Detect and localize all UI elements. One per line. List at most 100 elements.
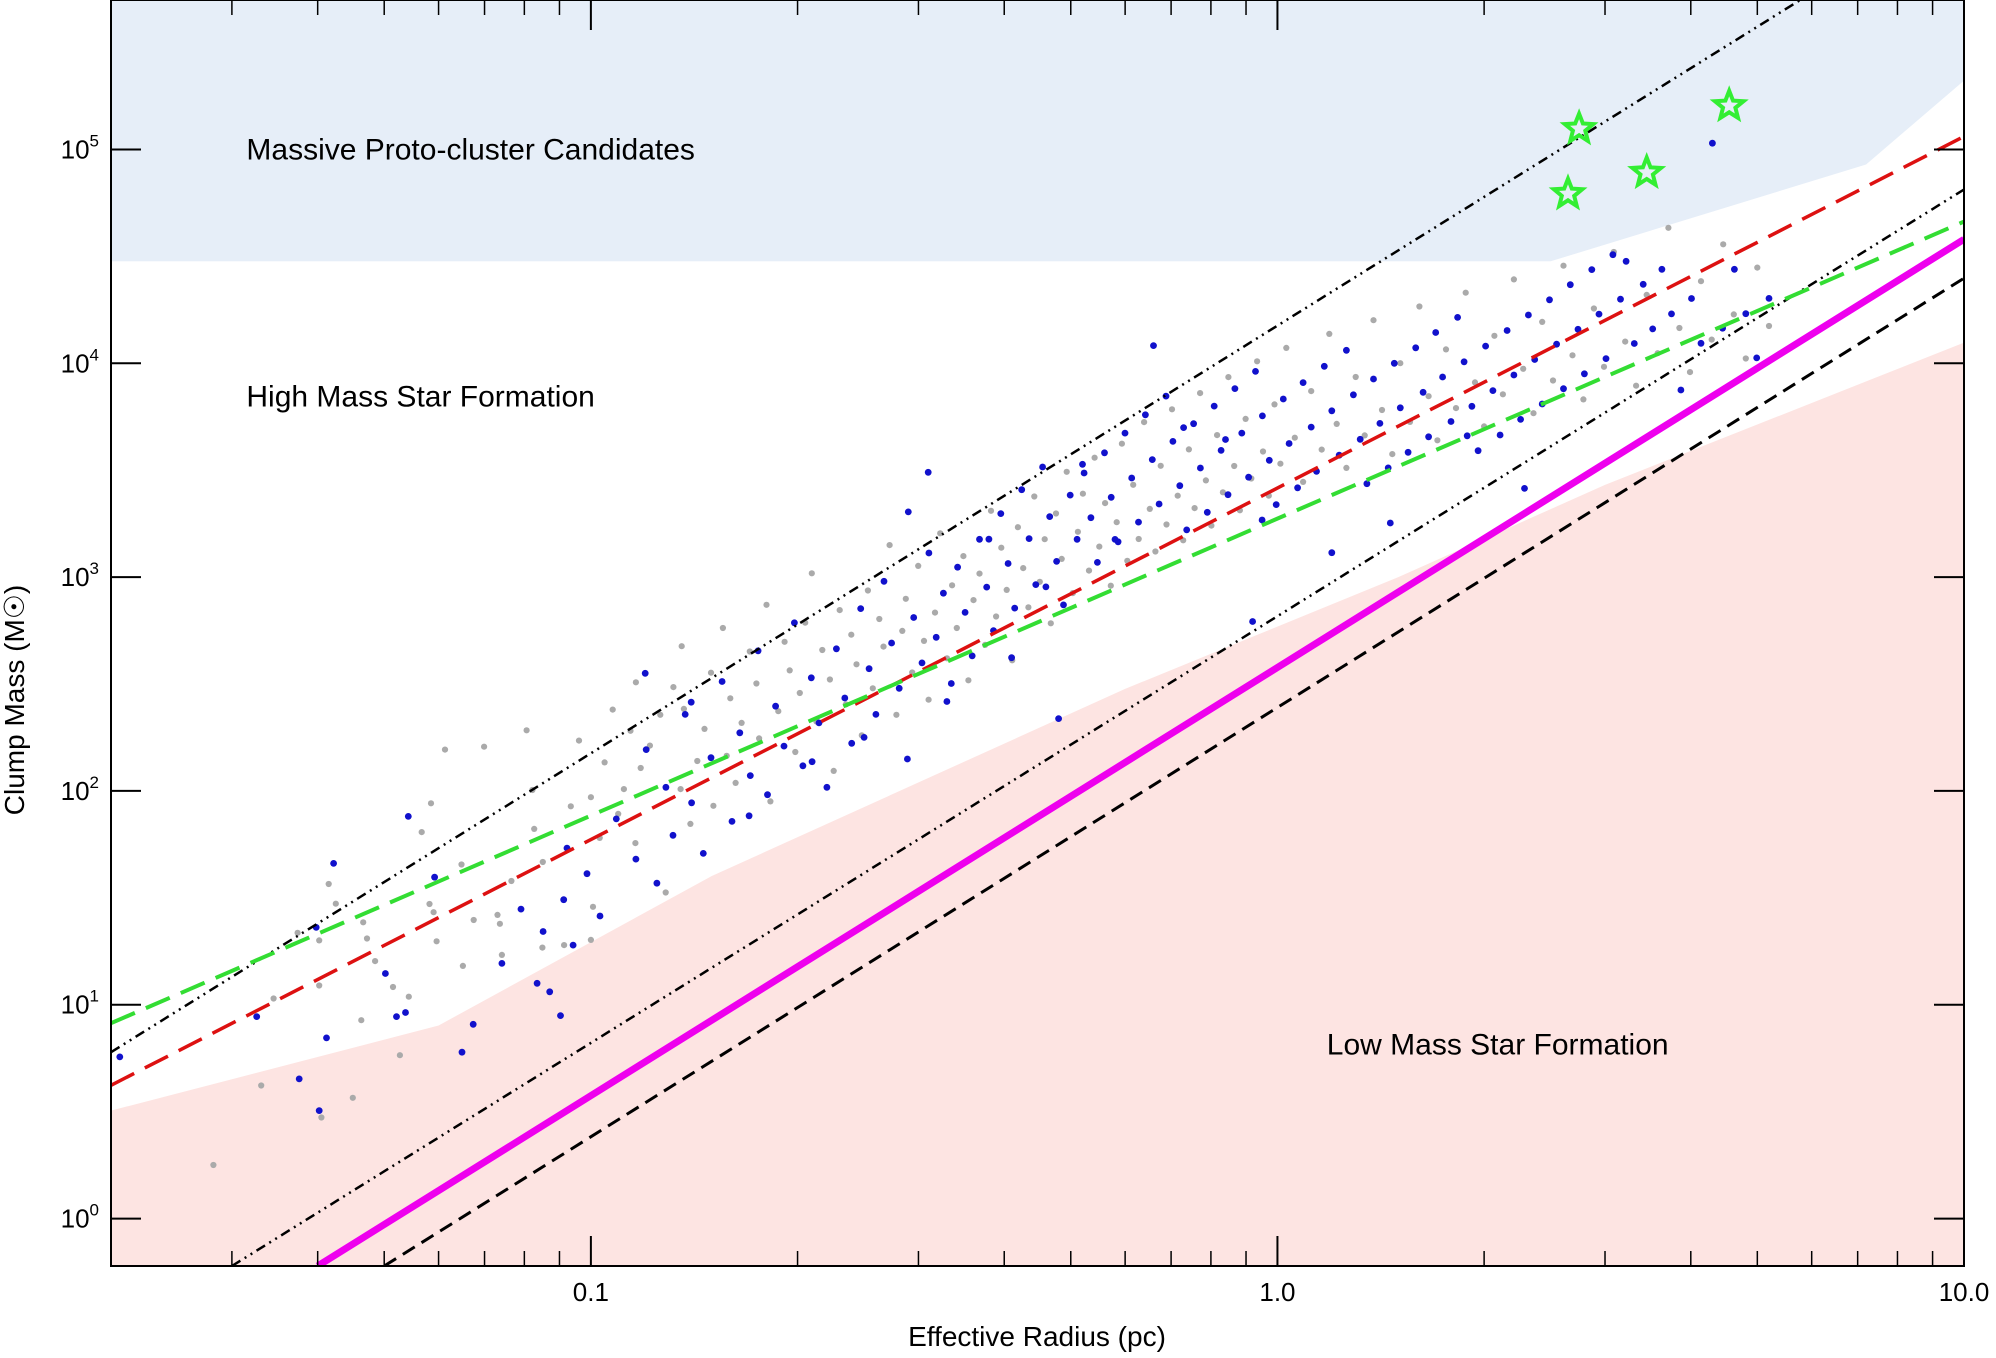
blue-data-point bbox=[1574, 325, 1582, 333]
reference-lines bbox=[111, 0, 1964, 1266]
blue-data-point bbox=[1510, 371, 1518, 379]
gray-data-point bbox=[358, 1017, 365, 1024]
blue-data-point bbox=[1307, 423, 1315, 431]
gray-data-point bbox=[886, 542, 893, 549]
gray-data-point bbox=[732, 779, 739, 787]
blue-data-point bbox=[1294, 484, 1301, 492]
blue-data-point bbox=[865, 665, 873, 673]
blue-data-point bbox=[1231, 385, 1239, 392]
blue-data-point bbox=[1285, 440, 1293, 447]
gray-data-point bbox=[1113, 519, 1120, 526]
axis-ticks: 0.1 1.0 10.0 100 101 102 103 104 105 bbox=[61, 0, 1990, 1307]
gray-data-point bbox=[539, 858, 546, 866]
gray-data-point bbox=[848, 631, 855, 638]
blue-data-point bbox=[895, 684, 903, 692]
blue-data-point bbox=[1560, 385, 1567, 393]
blue-data-point bbox=[1259, 412, 1266, 420]
gray-data-point bbox=[819, 646, 826, 654]
blue-data-point bbox=[458, 1048, 466, 1056]
x-tick-label: 10.0 bbox=[1939, 1277, 1990, 1307]
gray-data-point bbox=[508, 877, 515, 885]
magenta-threshold-line bbox=[315, 236, 1964, 1266]
gray-data-point bbox=[987, 507, 995, 514]
gray-data-point bbox=[1146, 505, 1153, 512]
gray-data-point bbox=[1499, 391, 1506, 398]
blue-data-point bbox=[1350, 391, 1357, 399]
gray-data-point bbox=[826, 676, 834, 683]
gray-data-point bbox=[1174, 492, 1181, 499]
gray-data-point bbox=[953, 624, 960, 632]
gray-data-point bbox=[539, 944, 546, 951]
y-tick-label: 103 bbox=[61, 559, 99, 592]
gray-data-point bbox=[960, 553, 967, 560]
blue-data-point bbox=[1588, 266, 1596, 273]
gray-data-point bbox=[920, 637, 928, 645]
gray-data-point bbox=[372, 958, 379, 965]
blue-data-point bbox=[431, 873, 438, 881]
gray-data-point bbox=[1580, 396, 1587, 403]
star-marker bbox=[1548, 173, 1588, 211]
blue-data-point bbox=[1630, 340, 1638, 347]
blue-data-point bbox=[1073, 535, 1081, 543]
gray-data-point bbox=[1003, 586, 1010, 594]
blue-data-point bbox=[687, 698, 695, 706]
blue-data-point bbox=[253, 1013, 261, 1020]
blue-data-point bbox=[1390, 359, 1398, 367]
blue-data-point bbox=[546, 988, 554, 996]
blue-data-point bbox=[1765, 295, 1773, 302]
gray-data-point bbox=[880, 643, 887, 650]
gray-data-point bbox=[609, 706, 616, 713]
blue-data-point bbox=[1668, 310, 1675, 318]
gray-data-point bbox=[1291, 434, 1298, 441]
massive-protocluster-region bbox=[111, 0, 1964, 262]
blue-data-point bbox=[1107, 493, 1115, 501]
gray-data-point bbox=[637, 764, 644, 772]
gray-data-point bbox=[433, 938, 440, 945]
gray-data-point bbox=[1633, 382, 1640, 389]
blue-data-point bbox=[1474, 447, 1482, 455]
blue-data-point bbox=[1328, 549, 1336, 557]
gray-data-point bbox=[1600, 363, 1608, 370]
blue-data-point bbox=[1376, 420, 1384, 427]
gray-data-point bbox=[620, 786, 628, 793]
gray-data-point bbox=[727, 695, 734, 702]
gray-data-point bbox=[1326, 330, 1333, 337]
blue-data-point bbox=[860, 734, 868, 741]
green-dashed-fit-line bbox=[111, 219, 1964, 1026]
gray-data-point bbox=[1425, 393, 1432, 400]
gray-data-point bbox=[786, 667, 793, 674]
blue-data-point bbox=[1094, 559, 1101, 566]
gray-data-point bbox=[970, 597, 977, 604]
blue-data-point bbox=[1258, 516, 1266, 524]
gray-data-point bbox=[836, 607, 843, 614]
blue-data-point bbox=[780, 742, 788, 750]
gray-data-point bbox=[1152, 548, 1159, 555]
blue-data-point bbox=[1463, 432, 1471, 440]
gray-data-point bbox=[893, 711, 900, 718]
blue-data-point bbox=[469, 1020, 477, 1028]
blue-data-point bbox=[1046, 513, 1054, 520]
gray-data-point bbox=[316, 937, 323, 944]
blue-data-point bbox=[517, 905, 525, 913]
blue-data-point bbox=[1454, 314, 1461, 321]
blue-data-point bbox=[1180, 424, 1187, 431]
blue-data-point bbox=[997, 510, 1005, 517]
blue-data-point bbox=[976, 535, 983, 543]
star-marker bbox=[1709, 85, 1749, 123]
gray-data-point bbox=[1622, 338, 1629, 345]
blue-data-point bbox=[1356, 435, 1364, 443]
blue-data-point bbox=[764, 791, 771, 799]
gray-data-point bbox=[1300, 478, 1307, 485]
gray-data-point bbox=[1510, 276, 1517, 283]
gray-data-point bbox=[1590, 305, 1597, 312]
gray-data-point bbox=[1063, 468, 1070, 475]
blue-data-point bbox=[1622, 257, 1630, 265]
blue-data-point bbox=[669, 831, 677, 839]
blue-data-point bbox=[1053, 558, 1060, 565]
blue-data-point bbox=[918, 659, 926, 667]
gray-data-point bbox=[808, 570, 815, 577]
gray-data-point bbox=[710, 802, 717, 809]
gray-data-point bbox=[670, 684, 677, 691]
gray-data-point bbox=[931, 609, 939, 616]
